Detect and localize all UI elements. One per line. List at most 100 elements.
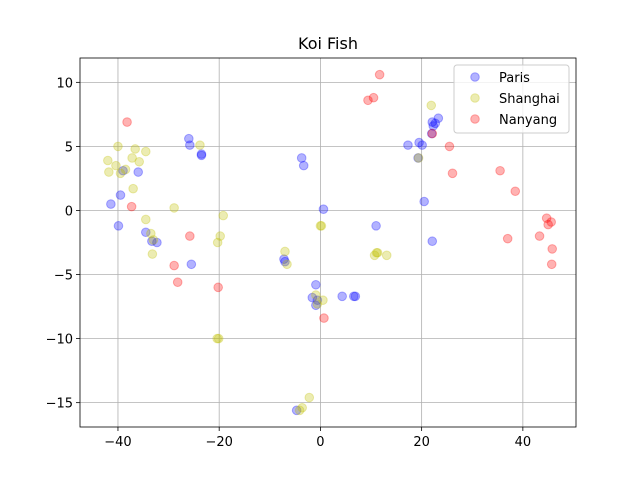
y-tick-label: −15 [46, 397, 73, 412]
data-point-shanghai [212, 333, 222, 344]
data-point-paris [433, 113, 444, 124]
data-point-shanghai [146, 228, 156, 239]
data-point-shanghai [111, 160, 121, 171]
data-point-nanyang [363, 95, 373, 106]
legend-marker-paris [470, 72, 480, 82]
data-point-nanyang [427, 128, 438, 139]
data-point-shanghai [371, 247, 382, 258]
data-point-paris [419, 196, 429, 207]
y-tick-label: 5 [65, 140, 73, 155]
x-tick-label: −20 [205, 435, 232, 450]
data-point-shanghai [316, 221, 327, 231]
data-point-nanyang [547, 244, 558, 254]
y-tick-label: 0 [65, 204, 73, 219]
data-point-paris [350, 291, 361, 302]
data-point-paris [152, 237, 162, 248]
data-point-paris [279, 254, 289, 264]
data-point-paris [311, 279, 321, 290]
data-point-paris [298, 160, 309, 171]
data-point-paris [133, 167, 144, 177]
data-point-nanyang [374, 69, 385, 80]
data-point-nanyang [541, 213, 552, 223]
data-point-paris [140, 227, 151, 238]
data-point-shanghai [140, 214, 151, 225]
data-point-shanghai [297, 402, 307, 413]
data-point-paris [413, 153, 423, 163]
data-point-nanyang [444, 141, 455, 152]
data-point-paris [185, 140, 195, 150]
data-point-paris [318, 204, 329, 214]
data-point-shanghai [212, 237, 223, 248]
legend-label-paris: Paris [499, 71, 530, 86]
data-point-paris [417, 140, 427, 150]
data-point-paris [371, 221, 381, 231]
data-point-nanyang [185, 231, 195, 241]
data-point-shanghai [134, 156, 145, 167]
axes-frame [79, 57, 577, 428]
legend-marker-nanyang [470, 114, 480, 124]
y-tick-label: −5 [54, 269, 73, 284]
data-point-shanghai [120, 164, 131, 175]
data-point-shanghai [218, 210, 229, 221]
data-point-nanyang [172, 277, 183, 288]
chart-title: Koi Fish [298, 34, 358, 53]
data-point-paris [307, 292, 318, 303]
data-point-nanyang [126, 201, 137, 212]
data-point-nanyang [122, 117, 132, 127]
data-point-shanghai [103, 155, 113, 166]
data-point-paris [196, 149, 207, 159]
data-point-nanyang [213, 282, 223, 293]
data-point-paris [280, 256, 290, 267]
data-point-paris [403, 140, 413, 150]
legend-label-shanghai: Shanghai [499, 92, 560, 107]
data-point-paris [196, 150, 207, 161]
data-point-nanyang [534, 231, 545, 241]
data-point-paris [428, 121, 439, 131]
data-point-paris [118, 165, 128, 176]
data-point-shanghai [413, 153, 424, 163]
data-point-paris [427, 117, 438, 127]
data-point-paris [427, 236, 438, 247]
data-point-shanghai [127, 153, 137, 163]
x-tick-label: 0 [316, 435, 324, 450]
data-point-paris [106, 199, 116, 209]
data-point-paris [113, 221, 124, 231]
x-tick-label: −40 [104, 435, 131, 450]
data-point-shanghai [148, 235, 159, 245]
data-point-nanyang [495, 165, 505, 176]
legend-marker-shanghai [470, 93, 480, 103]
data-point-shanghai [282, 259, 292, 270]
x-tick-label: 40 [515, 435, 532, 450]
data-point-shanghai [369, 250, 380, 261]
data-point-paris [426, 128, 437, 139]
data-point-shanghai [311, 290, 321, 300]
data-point-paris [414, 137, 424, 148]
data-point-shanghai [140, 146, 151, 157]
data-point-shanghai [130, 144, 140, 154]
data-point-nanyang [510, 186, 521, 197]
data-point-paris [349, 291, 359, 302]
data-point-shanghai [304, 392, 315, 403]
data-point-shanghai [213, 333, 224, 344]
data-point-nanyang [543, 219, 553, 230]
data-point-nanyang [169, 260, 179, 271]
data-point-paris [115, 190, 126, 200]
data-point-paris [311, 300, 321, 311]
data-point-shanghai [215, 231, 225, 241]
data-point-shanghai [147, 249, 158, 259]
y-tick-label: −10 [46, 333, 73, 348]
data-point-paris [337, 291, 347, 302]
legend-box [453, 64, 570, 134]
data-point-shanghai [294, 405, 305, 416]
data-point-nanyang [546, 259, 557, 270]
data-point-shanghai [312, 299, 323, 309]
data-point-shanghai [318, 295, 328, 305]
data-point-shanghai [372, 247, 383, 258]
x-tick-label: 20 [413, 435, 430, 450]
data-point-shanghai [115, 168, 126, 179]
data-point-shanghai [113, 141, 123, 152]
data-point-paris [430, 118, 441, 129]
data-point-shanghai [128, 183, 138, 194]
data-point-paris [186, 259, 197, 270]
